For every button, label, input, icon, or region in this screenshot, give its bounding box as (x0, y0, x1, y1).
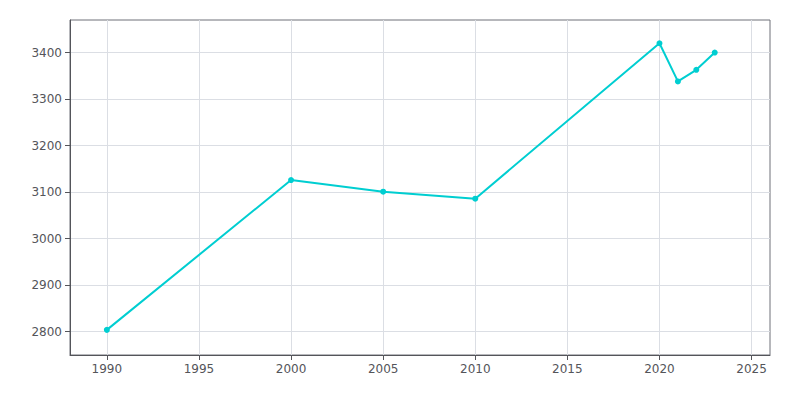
svg-text:2015: 2015 (552, 362, 583, 376)
svg-text:3100: 3100 (31, 185, 62, 199)
svg-text:1995: 1995 (184, 362, 215, 376)
svg-text:2005: 2005 (368, 362, 399, 376)
svg-text:3400: 3400 (31, 46, 62, 60)
svg-text:1990: 1990 (92, 362, 123, 376)
svg-text:2800: 2800 (31, 325, 62, 339)
svg-text:2020: 2020 (644, 362, 675, 376)
svg-text:3300: 3300 (31, 92, 62, 106)
svg-text:3200: 3200 (31, 139, 62, 153)
svg-text:2000: 2000 (276, 362, 307, 376)
svg-text:2010: 2010 (460, 362, 491, 376)
svg-text:2025: 2025 (736, 362, 767, 376)
svg-text:3000: 3000 (31, 232, 62, 246)
svg-text:2900: 2900 (31, 278, 62, 292)
